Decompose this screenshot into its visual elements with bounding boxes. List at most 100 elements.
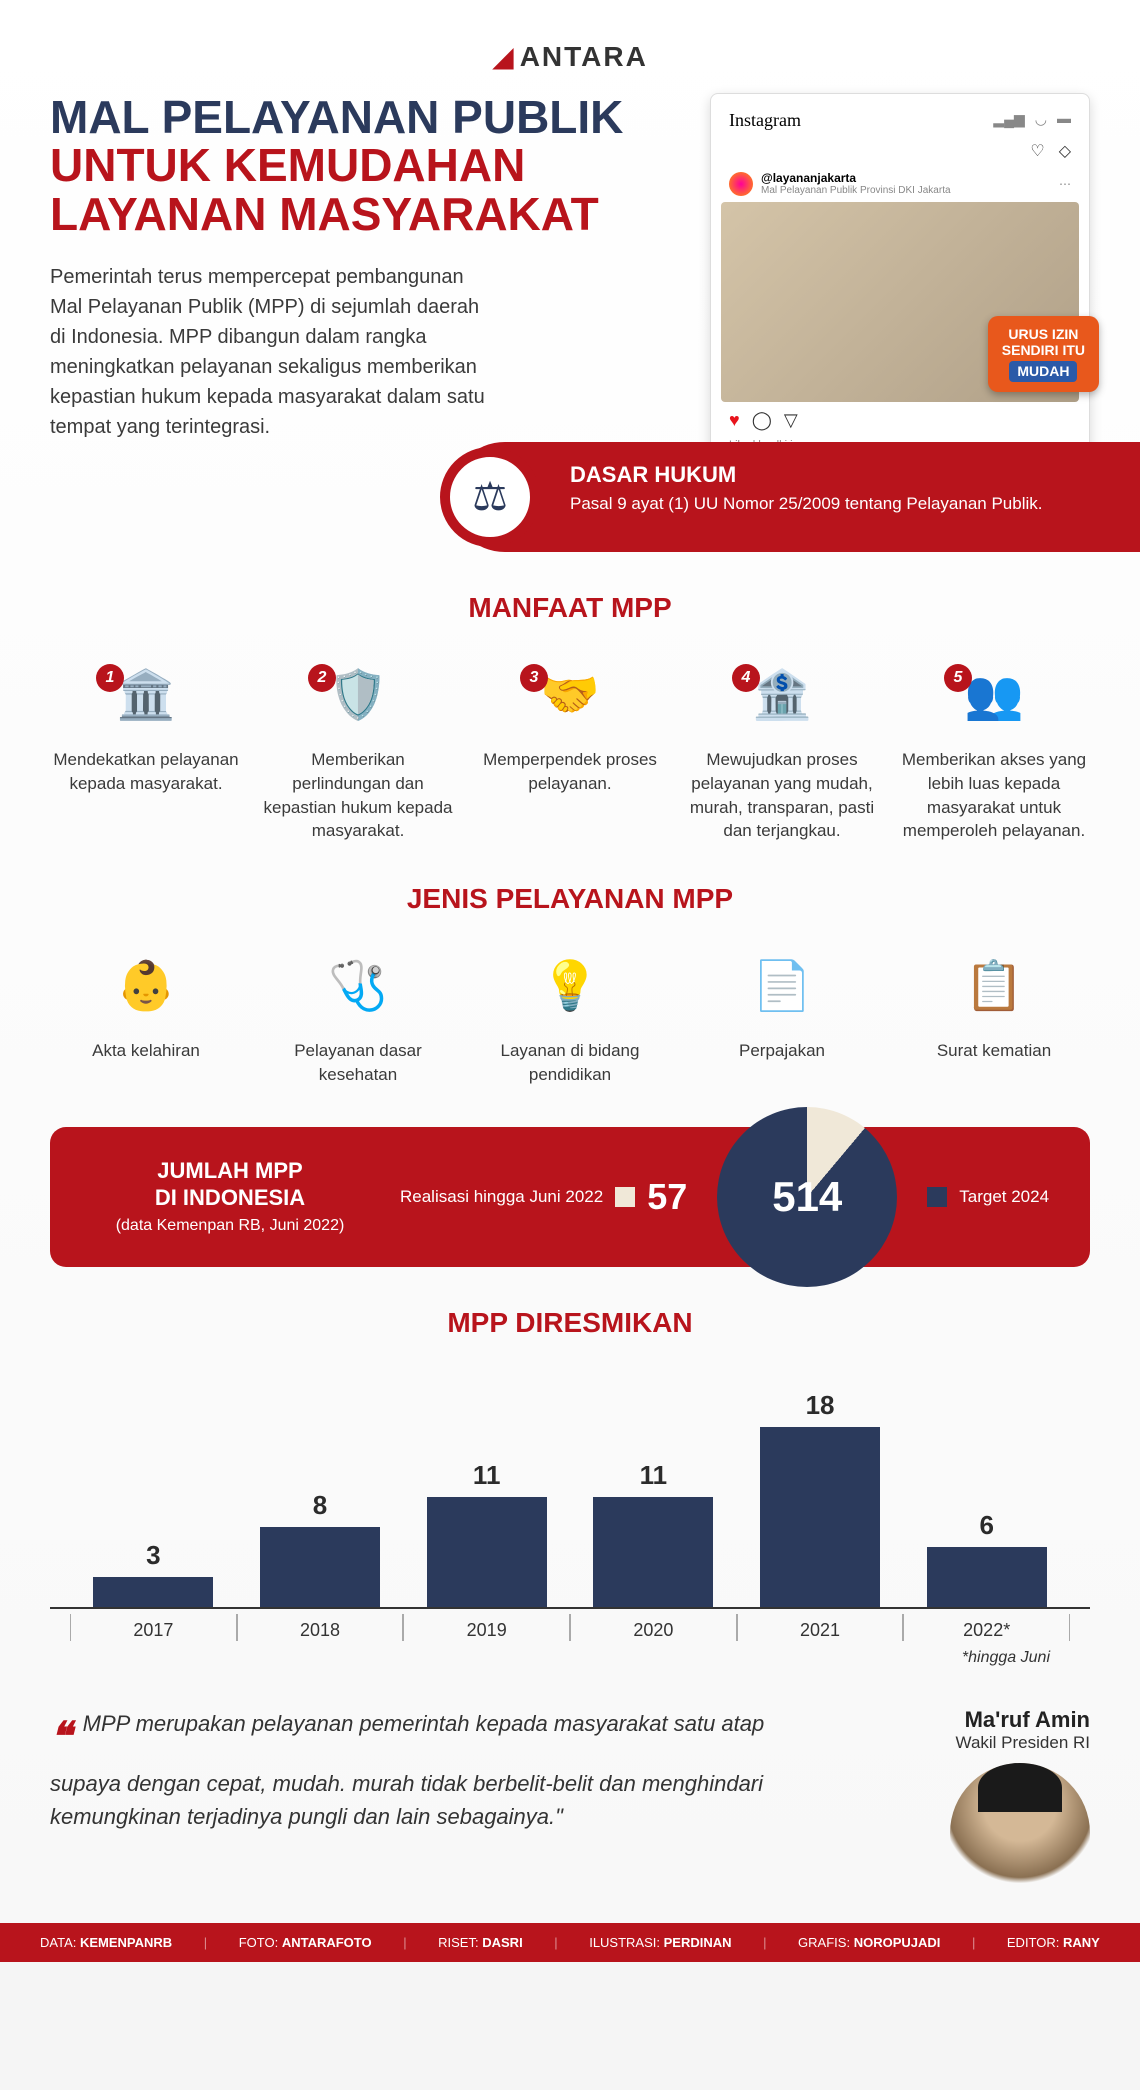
pie-chart: 514 <box>717 1107 897 1287</box>
separator: | <box>204 1935 207 1950</box>
benefit-text: Mewujudkan proses pelayanan yang mudah, … <box>686 748 878 843</box>
legend-target-icon <box>927 1187 947 1207</box>
benefit-icon-wrap: 5 👥 <box>954 654 1034 734</box>
footer-foto: FOTO: ANTARAFOTO <box>239 1935 372 1950</box>
legal-banner: ⚖ DASAR HUKUM Pasal 9 ayat (1) UU Nomor … <box>450 442 1140 552</box>
bar <box>593 1497 713 1607</box>
services-title: JENIS PELAYANAN MPP <box>50 883 1090 915</box>
services-row: 👶 Akta kelahiran 🩺 Pelayanan dasar keseh… <box>50 945 1090 1087</box>
title-line2a: UNTUK KEMUDAHAN <box>50 141 680 189</box>
legal-title: DASAR HUKUM <box>570 462 1100 488</box>
target-label: Target 2024 <box>959 1186 1049 1208</box>
separator: | <box>403 1935 406 1950</box>
service-item: 📋 Surat kematian <box>898 945 1090 1087</box>
account-info: @layananjakarta Mal Pelayanan Publik Pro… <box>761 171 951 196</box>
person-role: Wakil Presiden RI <box>956 1733 1090 1753</box>
heart-outline-icon: ♡ <box>1030 141 1044 161</box>
badge-line1: URUS IZIN <box>1002 326 1085 343</box>
instagram-handle: @layananjakarta <box>761 171 951 185</box>
benefit-icon-wrap: 1 🏛️ <box>106 654 186 734</box>
instagram-action-icons: ♡ ◇ <box>721 137 1079 165</box>
person-name: Ma'ruf Amin <box>965 1707 1090 1733</box>
instagram-logo-text: Instagram <box>729 110 801 131</box>
bar-label: 2018 <box>237 1614 404 1641</box>
service-text: Pelayanan dasar kesehatan <box>262 1039 454 1087</box>
signal-icon: ▂▄▆ <box>993 112 1024 129</box>
separator: | <box>554 1935 557 1950</box>
benefit-item: 5 👥 Memberikan akses yang lebih luas kep… <box>898 654 1090 843</box>
benefit-number: 5 <box>944 664 972 692</box>
benefit-item: 3 🤝 Memperpendek proses pelayanan. <box>474 654 666 843</box>
instagram-subtitle: Mal Pelayanan Publik Provinsi DKI Jakart… <box>761 185 951 196</box>
header-text: MAL PELAYANAN PUBLIK UNTUK KEMUDAHAN LAY… <box>50 93 680 462</box>
service-item: 👶 Akta kelahiran <box>50 945 242 1087</box>
benefit-item: 2 🛡️ Memberikan perlindungan dan kepasti… <box>262 654 454 843</box>
service-text: Akta kelahiran <box>50 1039 242 1063</box>
bar <box>927 1547 1047 1607</box>
avatar-icon <box>729 172 753 196</box>
stats-title-block: JUMLAH MPP DI INDONESIA (data Kemenpan R… <box>90 1158 370 1235</box>
benefit-icon-wrap: 3 🤝 <box>530 654 610 734</box>
service-text: Layanan di bidang pendidikan <box>474 1039 666 1087</box>
benefit-number: 4 <box>732 664 760 692</box>
service-icon: 👶 <box>106 945 186 1025</box>
benefit-text: Mendekatkan pelayanan kepada masyarakat. <box>50 748 242 796</box>
stats-banner: JUMLAH MPP DI INDONESIA (data Kemenpan R… <box>50 1127 1090 1267</box>
message-icon: ◇ <box>1059 141 1071 161</box>
benefit-number: 3 <box>520 664 548 692</box>
benefit-text: Memberikan akses yang lebih luas kepada … <box>898 748 1090 843</box>
stats-realisasi: Realisasi hingga Juni 2022 57 <box>400 1176 687 1218</box>
quote-text: ❝ MPP merupakan pelayanan pemerintah kep… <box>50 1707 790 1833</box>
logo-icon: ◢ <box>492 41 514 72</box>
bar-label: 2019 <box>403 1614 570 1641</box>
service-text: Surat kematian <box>898 1039 1090 1063</box>
benefit-number: 1 <box>96 664 124 692</box>
battery-icon: ▬ <box>1057 112 1071 129</box>
instagram-photo: URUS IZIN SENDIRI ITU MUDAH <box>721 202 1079 402</box>
pie-center-value: 514 <box>772 1173 842 1221</box>
bar-label: 2022* <box>903 1614 1070 1641</box>
bar-value: 11 <box>640 1460 668 1491</box>
instagram-actions: ♥ ◯ ▽ <box>721 402 1079 439</box>
realisasi-value: 57 <box>647 1176 687 1218</box>
more-icon: ⋯ <box>1059 177 1071 191</box>
footer-grafis: GRAFIS: NOROPUJADI <box>798 1935 940 1950</box>
bar-group: 8 2018 <box>237 1490 404 1607</box>
service-item: 🩺 Pelayanan dasar kesehatan <box>262 945 454 1087</box>
header-row: MAL PELAYANAN PUBLIK UNTUK KEMUDAHAN LAY… <box>50 93 1090 462</box>
separator: | <box>972 1935 975 1950</box>
instagram-header: Instagram ▂▄▆ ◡ ▬ <box>721 104 1079 137</box>
infographic-container: ◢ANTARA MAL PELAYANAN PUBLIK UNTUK KEMUD… <box>0 0 1140 1962</box>
footer-ilustrasi: ILUSTRASI: PERDINAN <box>589 1935 731 1950</box>
service-icon: 💡 <box>530 945 610 1025</box>
bar-group: 11 2019 <box>403 1460 570 1607</box>
benefit-icon-wrap: 2 🛡️ <box>318 654 398 734</box>
bar <box>760 1427 880 1607</box>
bar-group: 6 2022* <box>903 1510 1070 1607</box>
logo: ◢ANTARA <box>50 40 1090 73</box>
benefits-row: 1 🏛️ Mendekatkan pelayanan kepada masyar… <box>50 654 1090 843</box>
instagram-account: @layananjakarta Mal Pelayanan Publik Pro… <box>721 165 1079 202</box>
bar-label: 2021 <box>737 1614 904 1641</box>
legal-text: Pasal 9 ayat (1) UU Nomor 25/2009 tentan… <box>570 492 1100 516</box>
instagram-card: Instagram ▂▄▆ ◡ ▬ ♡ ◇ @layananjakarta Ma… <box>710 93 1090 462</box>
badge-line3: MUDAH <box>1009 361 1077 382</box>
quote-person: Ma'ruf Amin Wakil Presiden RI <box>810 1707 1090 1903</box>
benefit-text: Memperpendek proses pelayanan. <box>474 748 666 796</box>
instagram-badge: URUS IZIN SENDIRI ITU MUDAH <box>988 316 1099 392</box>
benefit-text: Memberikan perlindungan dan kepastian hu… <box>262 748 454 843</box>
bar-chart: 3 2017 8 2018 11 2019 11 2020 18 2021 6 … <box>50 1369 1090 1609</box>
intro-paragraph: Pemerintah terus mempercepat pembangunan… <box>50 262 490 442</box>
chart-note: *hingga Juni <box>50 1649 1090 1667</box>
benefit-number: 2 <box>308 664 336 692</box>
bar-group: 18 2021 <box>737 1390 904 1607</box>
bar-group: 11 2020 <box>570 1460 737 1607</box>
stats-title-1: JUMLAH MPP <box>90 1158 370 1184</box>
service-icon: 📋 <box>954 945 1034 1025</box>
stats-target: Target 2024 <box>927 1186 1049 1208</box>
chart-section: MPP DIRESMIKAN 3 2017 8 2018 11 2019 11 … <box>50 1307 1090 1667</box>
share-icon: ▽ <box>784 410 798 431</box>
footer: DATA: KEMENPANRB | FOTO: ANTARAFOTO | RI… <box>0 1923 1140 1962</box>
benefit-icon-wrap: 4 🏦 <box>742 654 822 734</box>
quote-mark-icon: ❝ <box>50 1715 83 1759</box>
